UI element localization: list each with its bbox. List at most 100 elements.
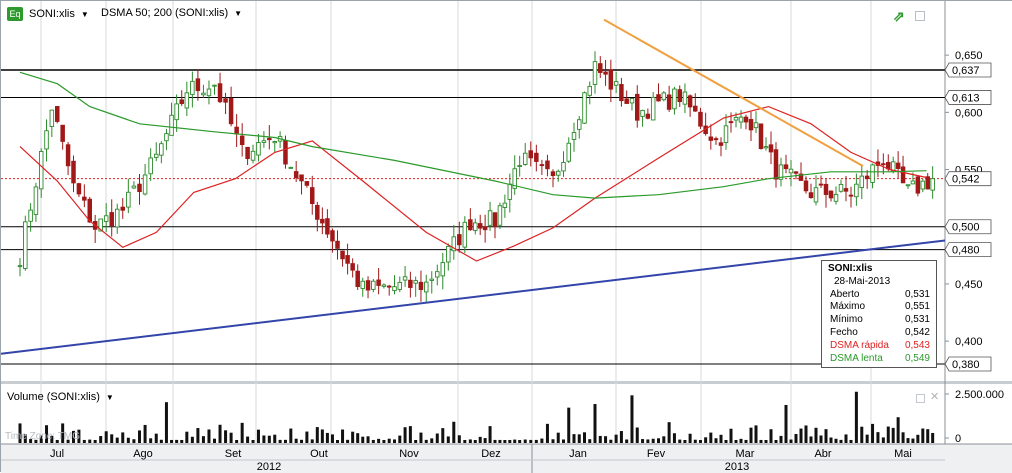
candle-body: [823, 183, 829, 195]
volume-bar: [503, 439, 507, 443]
candle-body: [550, 171, 556, 177]
volume-bar: [180, 439, 184, 443]
tooltip-row-value: 0,551: [904, 301, 930, 313]
volume-bar: [403, 427, 407, 443]
candle-body: [833, 193, 839, 202]
volume-bar: [630, 395, 634, 443]
candle-body: [672, 88, 677, 110]
volume-bar: [246, 436, 250, 443]
volume-bar: [593, 404, 597, 443]
indicator-selector[interactable]: DSMA 50; 200 (SONI:xlis) ▼: [101, 7, 242, 19]
volume-bar: [393, 439, 396, 443]
candle-body: [808, 192, 814, 199]
chevron-down-icon[interactable]: ▼: [80, 9, 89, 19]
candle-body: [482, 226, 488, 231]
volume-bar: [619, 431, 623, 443]
volume-bar: [871, 423, 875, 443]
candle-body: [371, 280, 376, 290]
candle-body: [507, 183, 513, 200]
volume-bar: [126, 437, 130, 443]
hline-price-label-box: [944, 62, 992, 78]
candle-body: [910, 180, 916, 185]
volume-selector[interactable]: Volume (SONI:xlis) ▼: [7, 391, 114, 403]
symbol-selector[interactable]: Eq SONI:xlis ▼: [7, 7, 89, 21]
candle-body: [402, 276, 408, 281]
candle-body: [640, 109, 645, 117]
hline-price-label: 0,380: [952, 359, 980, 371]
candle-body: [748, 119, 754, 131]
candle-body: [571, 132, 577, 140]
candle-body: [828, 190, 834, 199]
tooltip-row: DSMA lenta 0,549: [828, 353, 930, 366]
candle-body: [895, 162, 901, 169]
candle-body: [33, 186, 39, 215]
candle-body: [392, 286, 397, 292]
volume-bar: [754, 425, 758, 443]
hline-price-label: 0,500: [952, 222, 980, 234]
candle-body: [930, 178, 935, 191]
restore-window-icon[interactable]: [915, 11, 925, 21]
restore-window-icon[interactable]: [916, 394, 925, 403]
volume-bar: [545, 423, 549, 443]
candle-body: [661, 92, 667, 101]
volume-bar: [876, 432, 880, 443]
candle-body: [131, 185, 137, 189]
volume-bar: [641, 439, 645, 443]
candle-body: [677, 89, 683, 103]
volume-bar: [926, 429, 930, 443]
candle-body: [733, 117, 739, 121]
candle-body: [477, 223, 483, 229]
volume-bar: [278, 439, 282, 443]
candle-body: [497, 205, 503, 226]
volume-bar: [911, 438, 915, 443]
candle-body: [517, 165, 522, 167]
volume-bar: [196, 428, 200, 443]
volume-bar: [714, 438, 718, 443]
volume-bar: [82, 439, 86, 443]
volume-bar: [218, 424, 222, 443]
chevron-down-icon[interactable]: ▼: [234, 8, 243, 18]
volume-bar: [704, 437, 708, 443]
x-month-label: Nov: [399, 448, 419, 460]
candle-body: [137, 183, 142, 193]
tooltip-row-value: 0,531: [904, 288, 930, 300]
resistance-trendline: [603, 18, 864, 167]
volume-bar: [906, 438, 910, 443]
candle-body: [920, 180, 926, 190]
candle-body: [49, 109, 55, 127]
close-icon[interactable]: ✕: [930, 391, 940, 403]
candle-body: [315, 204, 320, 220]
volume-bar: [698, 439, 702, 443]
y-tick-label: 0,450: [955, 279, 983, 291]
volume-bar: [881, 437, 885, 443]
tooltip-row-label: Fecho: [830, 326, 858, 338]
candle-body: [603, 71, 608, 75]
candle-body: [103, 215, 109, 222]
hline-price-label-box: [944, 90, 992, 105]
candle-body: [212, 84, 217, 87]
candle-body: [905, 184, 911, 187]
candle-body: [184, 92, 190, 109]
candle-body: [843, 188, 849, 192]
volume-bar: [829, 437, 833, 443]
chevron-down-icon[interactable]: ▼: [105, 392, 114, 402]
volume-bar: [346, 439, 350, 443]
sma-slow-line: [19, 71, 927, 199]
tooltip-title: SONI:xlis: [828, 263, 873, 274]
volume-bar: [886, 426, 890, 443]
volume-bar: [498, 439, 502, 443]
volume-bar: [294, 438, 298, 443]
candle-body: [17, 265, 23, 268]
volume-bar: [646, 439, 650, 443]
candle-body: [435, 271, 440, 278]
hline-price-label: 0,613: [952, 92, 980, 104]
candle-body: [397, 281, 403, 290]
volume-bar: [824, 429, 828, 443]
autoscale-icon[interactable]: ⇗: [893, 8, 905, 24]
tooltip-row: DSMA rápida 0,543: [828, 340, 930, 353]
volume-bar: [66, 439, 70, 443]
candle-body: [656, 94, 661, 102]
volume-bar: [614, 434, 618, 443]
volume-bar: [377, 438, 381, 443]
